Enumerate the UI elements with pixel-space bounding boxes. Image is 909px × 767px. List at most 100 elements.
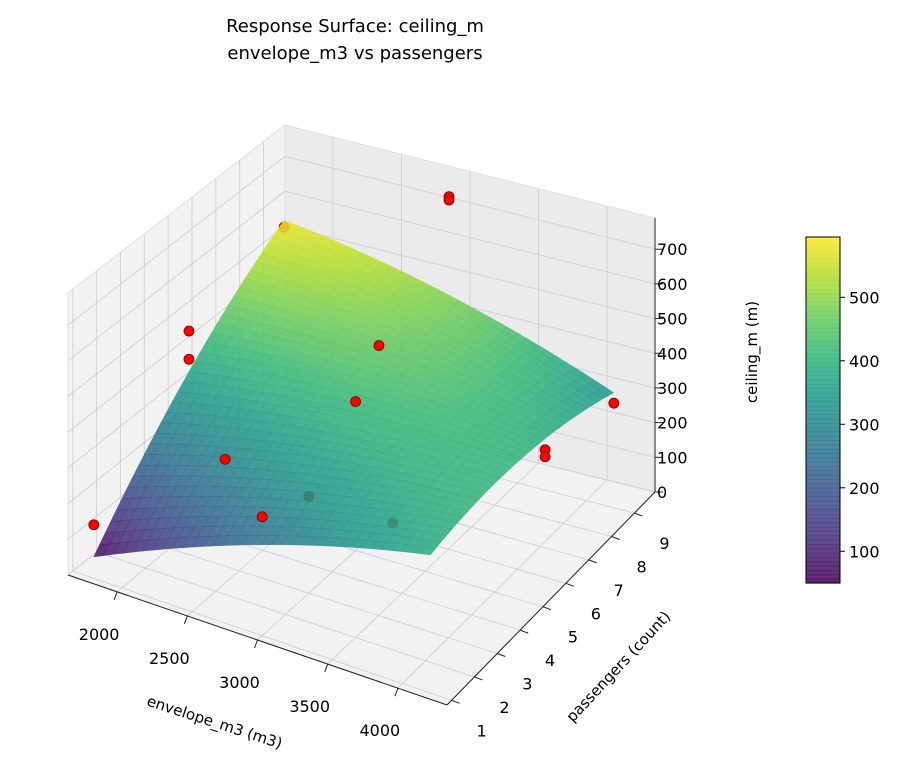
colorbar: 100 200 300 400 500: [805, 236, 880, 584]
colorbar-segment: [806, 548, 840, 554]
colorbar-segment: [806, 349, 840, 355]
colorbar-segment: [806, 280, 840, 286]
x-tick-mark: [394, 687, 399, 697]
data-point: [219, 453, 231, 465]
x-tick-label: 2000: [79, 625, 120, 644]
surface-patch: [420, 546, 437, 556]
data-point: [608, 397, 620, 409]
data-point: [373, 340, 385, 351]
x-tick-mark: [113, 591, 118, 601]
grid-line: [327, 462, 539, 665]
colorbar-segment: [806, 254, 840, 260]
x-tick-label: 4000: [360, 721, 401, 740]
grid-line: [67, 190, 286, 362]
y-tick-label: 9: [659, 534, 669, 553]
colorbar-segment: [806, 466, 840, 472]
grid-line: [67, 155, 286, 326]
colorbar-segment: [806, 345, 840, 351]
colorbar-segment: [806, 505, 840, 511]
grid-line: [397, 479, 608, 689]
colorbar-segment: [806, 492, 840, 498]
colorbar-segment: [806, 371, 840, 376]
colorbar-segment: [806, 340, 840, 346]
y-tick-label: 3: [522, 675, 532, 694]
y-tick-mark: [565, 582, 575, 587]
colorbar-tick-label: 300: [849, 415, 880, 434]
data-point: [88, 519, 100, 531]
data-point: [183, 353, 195, 365]
colorbar-segment: [806, 336, 840, 342]
z-tick-label: 0: [657, 483, 667, 502]
colorbar-segment: [806, 358, 840, 364]
z-tick-label: 600: [657, 275, 688, 294]
x-tick-mark: [324, 663, 329, 673]
colorbar-segment: [806, 509, 840, 515]
colorbar-segment: [806, 249, 840, 255]
colorbar-segment: [806, 293, 840, 299]
grid-line: [284, 190, 656, 285]
colorbar-segment: [806, 535, 840, 541]
colorbar-segment: [806, 332, 840, 338]
colorbar-segment: [806, 539, 840, 545]
colorbar-segment: [806, 379, 840, 385]
chart-title: Response Surface: ceiling_m: [226, 16, 484, 37]
colorbar-segment: [806, 237, 840, 242]
y-tick-label: 8: [636, 557, 646, 576]
colorbar-segment: [806, 565, 840, 571]
colorbar-segment: [806, 500, 840, 506]
y-tick-mark: [611, 536, 620, 540]
y-tick-mark: [588, 559, 597, 564]
grid-line: [96, 551, 475, 678]
colorbar-segment: [806, 531, 840, 537]
colorbar-segment: [806, 384, 840, 389]
y-tick-label: 7: [614, 581, 624, 600]
y-tick-mark: [634, 512, 643, 517]
data-point: [350, 396, 361, 407]
colorbar-tick-label: 500: [849, 288, 880, 307]
colorbar-segment: [806, 414, 840, 420]
colorbar-segment: [806, 288, 840, 294]
data-point: [183, 325, 195, 337]
points-above-surface: [88, 191, 455, 531]
grid-line: [120, 532, 498, 654]
colorbar-segment: [806, 544, 840, 549]
colorbar-segment: [806, 522, 840, 528]
response-surface: [93, 219, 615, 558]
x-axis-label: envelope_m3 (m3): [144, 692, 284, 754]
colorbar-segment: [806, 496, 840, 502]
x-tick-label: 3500: [289, 697, 330, 716]
y-axis-line: [446, 491, 656, 706]
colorbar-segment: [806, 518, 840, 524]
colorbar-segment: [806, 306, 840, 312]
y-tick-mark: [542, 606, 552, 611]
colorbar-segment: [806, 388, 840, 394]
colorbar-segment: [806, 267, 840, 273]
colorbar-segment: [806, 427, 840, 433]
colorbar-segment: [806, 271, 840, 277]
colorbar-segment: [806, 310, 840, 316]
colorbar-segment: [806, 366, 840, 372]
z-tick-label: 500: [657, 310, 688, 329]
colorbar-segment: [806, 401, 840, 407]
y-tick-mark: [474, 676, 483, 681]
colorbar-segment: [806, 327, 840, 333]
y-tick-mark: [451, 699, 460, 704]
grid-line: [284, 155, 656, 250]
colorbar-segment: [806, 241, 840, 247]
colorbar-segment: [806, 526, 840, 532]
colorbar-segment: [806, 397, 840, 402]
colorbar-segment: [806, 301, 840, 307]
colorbar-segment: [806, 258, 840, 264]
colorbar-segment: [806, 479, 840, 485]
y-tick-label: 2: [499, 698, 509, 717]
colorbar-tick-label: 400: [849, 352, 880, 371]
colorbar-segment: [806, 483, 840, 489]
z-tick-label: 300: [657, 379, 688, 398]
colorbar-segment: [806, 284, 840, 290]
colorbar-segment: [806, 422, 840, 428]
colorbar-segment: [806, 440, 840, 446]
y-tick-mark: [519, 629, 529, 634]
colorbar-segment: [806, 362, 840, 368]
data-point: [256, 511, 268, 523]
